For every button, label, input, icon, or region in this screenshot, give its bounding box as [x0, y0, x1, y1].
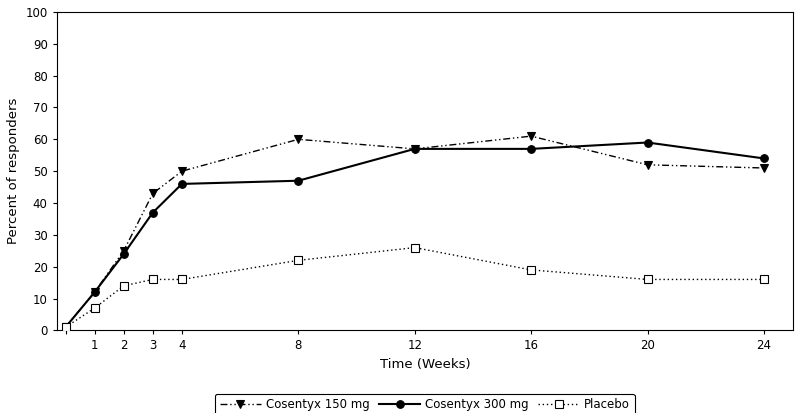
Cosentyx 300 mg [61, 325, 70, 330]
Line: Cosentyx 150 mg: Cosentyx 150 mg [62, 132, 768, 331]
Cosentyx 300 mg [177, 181, 186, 186]
Placebo [294, 258, 303, 263]
Cosentyx 300 mg [294, 178, 303, 183]
Placebo [410, 245, 419, 250]
Placebo [759, 277, 769, 282]
Line: Placebo: Placebo [62, 244, 768, 331]
Placebo [90, 306, 99, 311]
Placebo [119, 283, 129, 288]
Y-axis label: Percent of responders: Percent of responders [7, 98, 20, 244]
Cosentyx 150 mg [90, 290, 99, 294]
Cosentyx 150 mg [119, 248, 129, 253]
Line: Cosentyx 300 mg: Cosentyx 300 mg [62, 139, 768, 331]
Cosentyx 300 mg [90, 290, 99, 294]
Cosentyx 300 mg [526, 146, 536, 151]
X-axis label: Time (Weeks): Time (Weeks) [380, 358, 470, 371]
Cosentyx 300 mg [759, 156, 769, 161]
Cosentyx 300 mg [410, 146, 419, 151]
Cosentyx 150 mg [526, 134, 536, 139]
Placebo [148, 277, 158, 282]
Cosentyx 300 mg [119, 252, 129, 256]
Cosentyx 150 mg [759, 166, 769, 171]
Placebo [526, 267, 536, 272]
Cosentyx 150 mg [410, 146, 419, 151]
Cosentyx 300 mg [148, 210, 158, 215]
Cosentyx 150 mg [61, 325, 70, 330]
Cosentyx 150 mg [148, 191, 158, 196]
Cosentyx 150 mg [294, 137, 303, 142]
Legend: Cosentyx 150 mg, Cosentyx 300 mg, Placebo: Cosentyx 150 mg, Cosentyx 300 mg, Placeb… [215, 394, 634, 413]
Cosentyx 150 mg [642, 162, 652, 167]
Placebo [61, 325, 70, 330]
Placebo [642, 277, 652, 282]
Placebo [177, 277, 186, 282]
Cosentyx 300 mg [642, 140, 652, 145]
Cosentyx 150 mg [177, 169, 186, 173]
